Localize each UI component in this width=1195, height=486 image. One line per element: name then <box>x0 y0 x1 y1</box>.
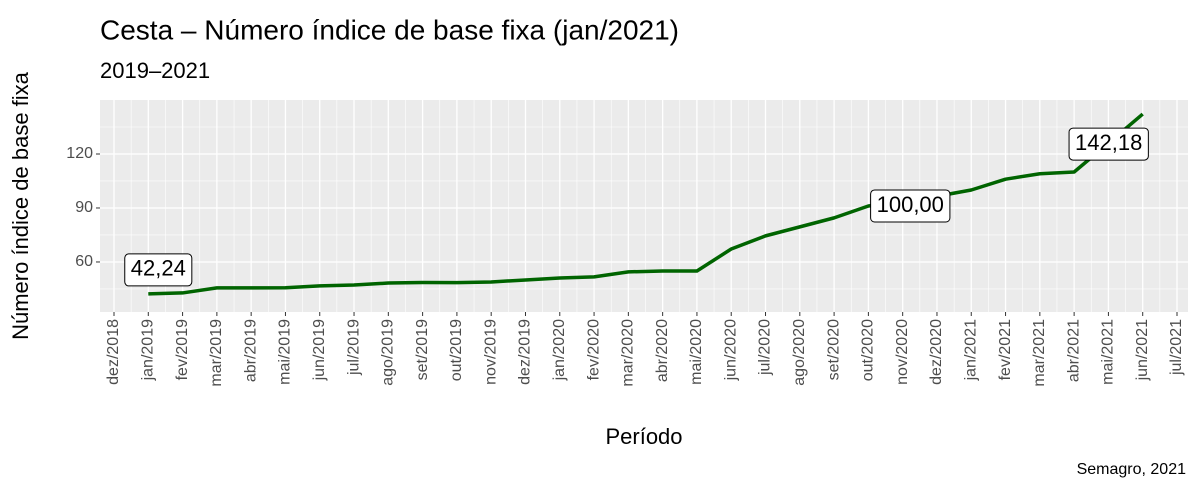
x-tick-label: ago/2020 <box>791 319 808 386</box>
x-tick-label: abr/2019 <box>242 319 259 382</box>
data-label-box <box>870 189 951 223</box>
x-tick-label: mar/2021 <box>1031 319 1048 387</box>
x-tick-label: mai/2021 <box>1100 319 1117 385</box>
x-tick-label: dez/2018 <box>105 319 122 385</box>
y-axis-title: Número índice de base fixa <box>8 71 33 340</box>
x-tick-label: mai/2020 <box>688 319 705 385</box>
data-label: 142,18 <box>1068 127 1149 161</box>
data-label-box <box>124 253 193 287</box>
x-tick-label: set/2019 <box>414 319 431 380</box>
x-tick-label: nov/2020 <box>894 319 911 385</box>
data-label: 100,00 <box>870 189 951 223</box>
x-tick-label: out/2020 <box>860 319 877 381</box>
x-tick-label: jun/2020 <box>722 319 739 381</box>
x-tick-label: mar/2019 <box>208 319 225 387</box>
caption: Semagro, 2021 <box>1077 461 1187 478</box>
x-tick-label: dez/2020 <box>928 319 945 385</box>
chart-subtitle: 2019–2021 <box>100 58 210 83</box>
x-tick-label: jul/2021 <box>1168 319 1185 376</box>
x-tick-label: jun/2021 <box>1134 319 1151 381</box>
data-line <box>148 112 1144 296</box>
x-tick-label: ago/2019 <box>380 319 397 386</box>
x-tick-label: jan/2019 <box>140 319 157 381</box>
x-tick-label: set/2020 <box>825 319 842 380</box>
x-tick-label: fev/2021 <box>997 319 1014 380</box>
data-label: 42,24 <box>124 253 193 287</box>
x-tick-label: jul/2020 <box>757 319 774 376</box>
panel <box>100 100 1188 312</box>
x-tick-label: dez/2019 <box>517 319 534 385</box>
x-tick-label: jul/2019 <box>345 319 362 376</box>
x-tick-label: jun/2019 <box>311 319 328 381</box>
x-tick-label: jan/2020 <box>551 319 568 381</box>
data-label-text: 42,24 <box>131 256 186 281</box>
x-tick-label: jan/2021 <box>962 319 979 381</box>
x-axis-title: Período <box>605 424 682 449</box>
x-tick-label: nov/2019 <box>482 319 499 385</box>
data-label-text: 100,00 <box>877 192 944 217</box>
chart-title: Cesta – Número índice de base fixa (jan/… <box>100 14 679 45</box>
y-tick-label: 90 <box>75 199 93 216</box>
data-label-text: 142,18 <box>1075 130 1142 155</box>
y-tick-label: 120 <box>66 145 93 162</box>
y-tick-label: 60 <box>75 253 93 270</box>
x-tick-label: abr/2020 <box>654 319 671 382</box>
x-tick-label: out/2019 <box>448 319 465 381</box>
x-tick-label: mai/2019 <box>277 319 294 385</box>
x-tick-label: fev/2019 <box>174 319 191 380</box>
x-tick-label: abr/2021 <box>1065 319 1082 382</box>
x-tick-label: mar/2020 <box>620 319 637 387</box>
x-tick-label: fev/2020 <box>585 319 602 380</box>
data-label-box <box>1068 127 1149 161</box>
